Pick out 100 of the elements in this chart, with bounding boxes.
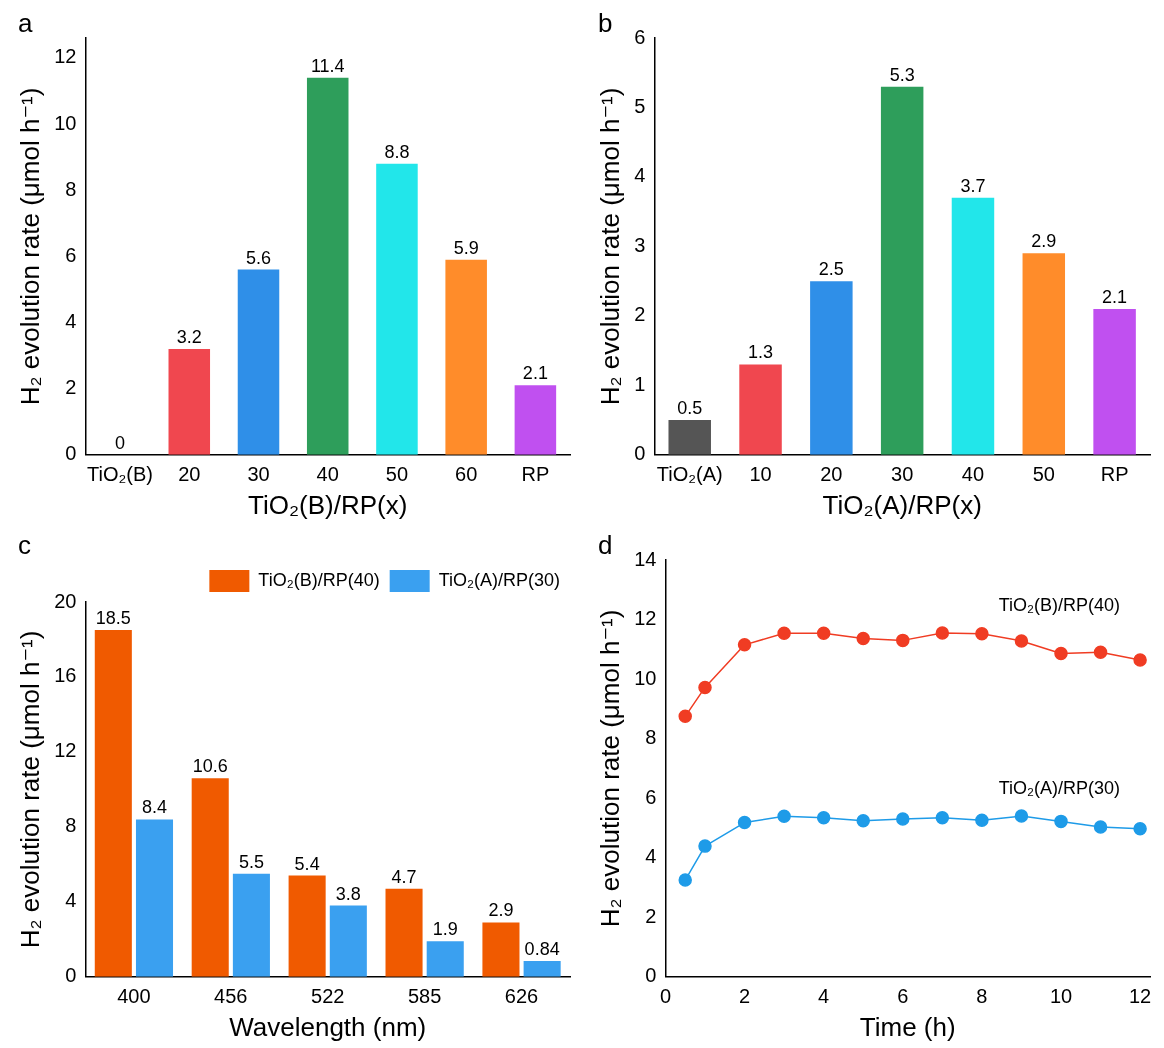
data-label: 5.5 [238, 851, 264, 872]
data-label: 3.2 [176, 326, 202, 347]
data-label: 3.7 [960, 175, 986, 196]
data-label: 5.3 [889, 64, 915, 85]
data-label: 5.4 [294, 853, 320, 874]
x-tick-label: 8 [976, 985, 988, 1008]
x-tick-label: 30 [247, 463, 270, 486]
data-label: 2.5 [818, 259, 844, 280]
series-label: TiO₂(A)/RP(30) [998, 778, 1120, 798]
chart-title: a [18, 8, 33, 39]
x-tick-label: 40 [961, 463, 985, 486]
y-tick-label: 2 [645, 904, 657, 927]
data-label: 8.4 [141, 797, 168, 818]
x-tick-label: 20 [820, 463, 843, 486]
y-tick-label: 0 [65, 964, 77, 987]
chart-title: c [18, 530, 31, 561]
y-tick-label: 0 [645, 964, 657, 987]
legend-label: TiO₂(A)/RP(30) [438, 569, 560, 590]
y-tick-label: 6 [645, 785, 657, 808]
x-tick-label: 6 [897, 985, 909, 1008]
point [1133, 653, 1147, 667]
data-label: 4.7 [391, 866, 417, 887]
bar [426, 941, 464, 977]
y-tick-label: 5 [634, 94, 646, 117]
chart-title: d [598, 530, 613, 561]
y-tick-label: 0 [65, 442, 77, 465]
data-label: 2.9 [1031, 231, 1057, 252]
point [698, 839, 712, 853]
point [777, 626, 791, 640]
legend-label: TiO₂(B)/RP(40) [258, 569, 380, 590]
x-tick-label: 10 [749, 463, 772, 486]
x-tick-label: 522 [311, 985, 345, 1008]
point [856, 631, 870, 646]
y-tick-label: 16 [54, 664, 77, 687]
point [737, 815, 752, 830]
bar [135, 819, 174, 977]
x-tick-label: TiO₂(B) [87, 463, 154, 486]
bar [232, 873, 270, 977]
x-tick-label: 12 [1128, 985, 1152, 1008]
point [1133, 822, 1147, 836]
point [1093, 645, 1108, 660]
y-tick-label: 10 [54, 111, 77, 134]
y-tick-label: 8 [65, 177, 77, 200]
x-tick-label: RP [1100, 463, 1129, 486]
bar [306, 77, 349, 455]
y-tick-label: 1 [634, 372, 646, 395]
point [678, 709, 692, 724]
data-label: 0.84 [524, 939, 560, 960]
x-axis-title: TiO₂(A)/RP(x) [822, 489, 982, 520]
bar [668, 420, 711, 455]
data-label: 5.6 [245, 247, 272, 268]
y-tick-label: 4 [65, 889, 77, 912]
chart-title: b [598, 8, 613, 39]
y-tick-label: 8 [645, 726, 657, 749]
point [737, 638, 752, 652]
y-tick-label: 20 [54, 589, 77, 612]
y-tick-label: 2 [634, 303, 646, 326]
point [896, 812, 910, 826]
bar [523, 961, 561, 977]
x-tick-label: 585 [407, 985, 442, 1008]
bar [1022, 253, 1066, 455]
y-tick-label: 12 [54, 739, 77, 762]
point [816, 626, 831, 640]
y-tick-label: 14 [634, 547, 657, 570]
point [816, 811, 831, 825]
x-tick-label: 50 [1032, 463, 1055, 486]
data-label: 11.4 [310, 55, 345, 76]
data-label: 2.9 [488, 900, 514, 921]
data-label: 18.5 [95, 608, 131, 629]
bar [880, 86, 924, 455]
bar [445, 259, 487, 455]
y-tick-label: 3 [634, 233, 646, 256]
data-label: 0.5 [677, 398, 703, 419]
point [975, 627, 989, 641]
x-tick-label: 626 [504, 985, 539, 1008]
point [935, 811, 950, 825]
y-tick-label: 0 [634, 442, 646, 465]
bar [191, 778, 229, 977]
y-axis-title: H₂ evolution rate (μmol h⁻¹) [594, 87, 625, 406]
point [896, 633, 910, 648]
bar [482, 922, 520, 977]
bar [94, 630, 132, 977]
data-label: 8.8 [384, 141, 410, 162]
bar [288, 875, 326, 977]
bar [237, 269, 280, 455]
y-axis-title: H₂ evolution rate (μmol h⁻¹) [594, 609, 625, 928]
x-tick-label: 2 [738, 985, 751, 1008]
point [1093, 820, 1108, 834]
y-tick-label: 8 [65, 814, 77, 837]
point [1014, 634, 1029, 648]
x-tick-label: TiO₂(A) [656, 463, 723, 486]
point [856, 814, 870, 828]
y-tick-label: 4 [65, 310, 77, 332]
bar [385, 888, 423, 977]
x-axis-title: TiO₂(B)/RP(x) [248, 489, 408, 520]
x-tick-label: 4 [818, 985, 830, 1008]
x-axis-title: Wavelength (nm) [229, 1011, 427, 1042]
x-tick-label: RP [521, 463, 550, 486]
data-label: 2.1 [1102, 286, 1128, 307]
x-tick-label: 400 [117, 985, 151, 1008]
